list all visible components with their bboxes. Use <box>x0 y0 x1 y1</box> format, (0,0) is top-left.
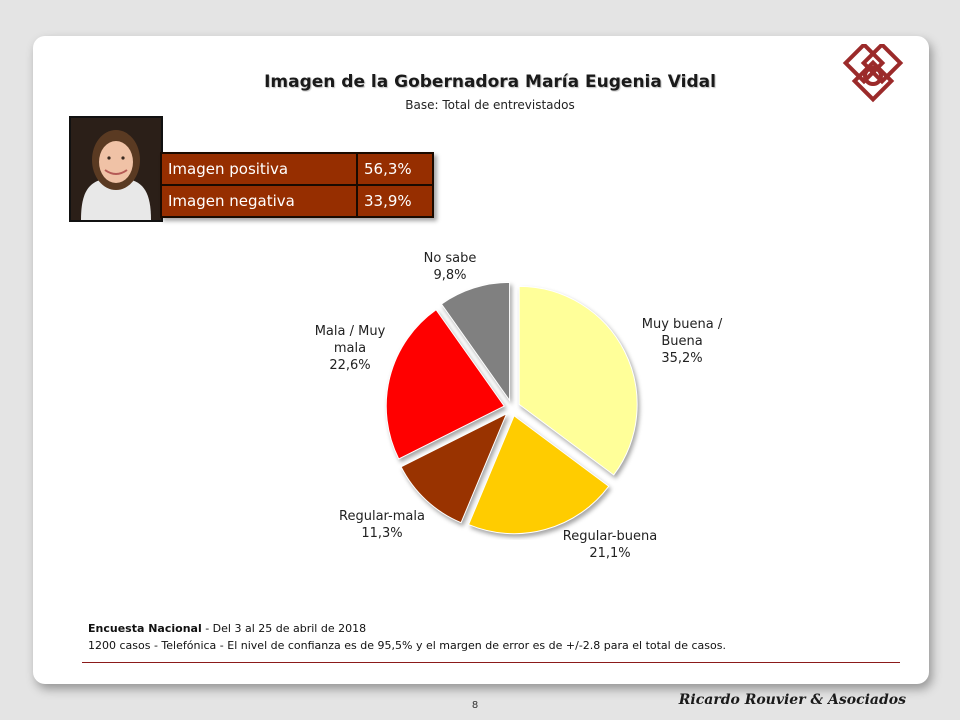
slice-label-no-sabe: No sabe 9,8% <box>400 250 500 284</box>
summary-label: Imagen positiva <box>160 152 358 186</box>
summary-value: 33,9% <box>356 184 434 218</box>
image-summary-table: Imagen positiva 56,3% Imagen negativa 33… <box>160 152 434 218</box>
chart-title: Imagen de la Gobernadora María Eugenia V… <box>264 72 716 92</box>
slice-percent: 35,2% <box>661 351 703 366</box>
page-number: 8 <box>471 700 479 711</box>
survey-dates: - Del 3 al 25 de abril de 2018 <box>201 622 367 635</box>
survey-name: Encuesta Nacional <box>88 622 202 635</box>
slice-percent: 21,1% <box>589 546 631 561</box>
company-logo-icon <box>842 44 904 103</box>
slice-category: Muy buena / Buena <box>641 317 723 349</box>
pie-slice-0 <box>518 285 638 476</box>
summary-label: Imagen negativa <box>160 184 358 218</box>
slice-category: No sabe <box>423 251 477 266</box>
pie-slice-3 <box>385 309 505 460</box>
summary-row-negative: Imagen negativa 33,9% <box>160 184 434 218</box>
summary-row-positive: Imagen positiva 56,3% <box>160 152 434 186</box>
slice-label-mala: Mala / Muy mala 22,6% <box>300 323 400 374</box>
slice-category: Regular-buena <box>562 529 658 544</box>
slice-label-regular-buena: Regular-buena 21,1% <box>540 528 680 562</box>
slice-label-regular-mala: Regular-mala 11,3% <box>312 508 452 542</box>
slice-category: Mala / Muy mala <box>314 324 386 356</box>
summary-value: 56,3% <box>356 152 434 186</box>
governor-photo <box>69 116 163 222</box>
slice-category: Regular-mala <box>339 509 425 524</box>
brand-name: Ricardo Rouvier & Asociados <box>678 692 906 708</box>
slice-percent: 9,8% <box>433 268 467 283</box>
slice-percent: 11,3% <box>361 526 403 541</box>
pie-slice-4 <box>440 281 511 402</box>
chart-subtitle: Base: Total de entrevistados <box>405 98 575 112</box>
footer-divider <box>82 662 900 663</box>
slice-label-muy-buena: Muy buena / Buena 35,2% <box>612 316 752 367</box>
pie-slice-1 <box>467 414 610 535</box>
survey-method: 1200 casos - Telefónica - El nivel de co… <box>88 639 726 652</box>
survey-info: Encuesta Nacional - Del 3 al 25 de abril… <box>88 622 366 635</box>
pie-chart <box>385 281 638 535</box>
pie-slice-2 <box>400 412 508 524</box>
slice-percent: 22,6% <box>329 358 371 373</box>
